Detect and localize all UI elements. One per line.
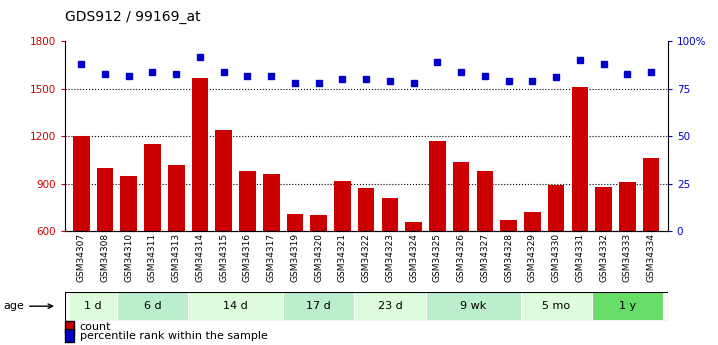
Text: GSM34316: GSM34316 (243, 233, 252, 282)
Text: GSM34321: GSM34321 (338, 233, 347, 282)
Bar (263, 174, 279, 326)
Text: 5 mo: 5 mo (542, 301, 570, 311)
Text: age: age (4, 301, 52, 311)
Text: GSM34334: GSM34334 (647, 233, 656, 282)
Text: 14 d: 14 d (223, 301, 248, 311)
Bar (168, 165, 185, 326)
Bar (524, 212, 541, 326)
Text: percentile rank within the sample: percentile rank within the sample (80, 331, 268, 341)
Bar (406, 221, 422, 326)
Bar (188, 292, 283, 320)
Text: GSM34326: GSM34326 (457, 233, 466, 282)
Text: GSM34315: GSM34315 (219, 233, 228, 282)
Text: GSM34307: GSM34307 (77, 233, 85, 282)
Bar (592, 292, 663, 320)
Text: GSM34330: GSM34330 (551, 233, 561, 282)
Bar (73, 136, 90, 326)
Bar (429, 141, 446, 326)
Text: GDS912 / 99169_at: GDS912 / 99169_at (65, 10, 200, 24)
Text: GSM34322: GSM34322 (362, 233, 370, 282)
Bar (239, 171, 256, 326)
Text: GSM34333: GSM34333 (623, 233, 632, 282)
Bar (117, 292, 188, 320)
Text: count: count (80, 322, 111, 332)
Text: GSM34332: GSM34332 (599, 233, 608, 282)
Bar (121, 176, 137, 326)
Text: GSM34323: GSM34323 (386, 233, 394, 282)
Text: 1 d: 1 d (84, 301, 102, 311)
Bar (310, 215, 327, 326)
Text: GSM34311: GSM34311 (148, 233, 157, 282)
Text: GSM34319: GSM34319 (291, 233, 299, 282)
Text: 1 y: 1 y (619, 301, 636, 311)
Bar (548, 185, 564, 326)
Text: GSM34313: GSM34313 (172, 233, 181, 282)
Text: GSM34327: GSM34327 (480, 233, 490, 282)
Text: GSM34314: GSM34314 (195, 233, 205, 282)
Bar (572, 87, 588, 326)
Text: GSM34320: GSM34320 (314, 233, 323, 282)
Bar (192, 78, 208, 326)
Bar (354, 292, 426, 320)
Text: GSM34331: GSM34331 (575, 233, 584, 282)
Bar (453, 161, 470, 326)
Text: 9 wk: 9 wk (460, 301, 486, 311)
Text: GSM34325: GSM34325 (433, 233, 442, 282)
Bar (643, 158, 659, 326)
Text: 23 d: 23 d (378, 301, 402, 311)
Bar (358, 188, 375, 326)
Bar (283, 292, 354, 320)
Bar (500, 220, 517, 326)
Bar (286, 214, 303, 326)
Text: GSM34329: GSM34329 (528, 233, 537, 282)
Bar (215, 130, 232, 326)
Bar (334, 180, 351, 326)
Bar (619, 182, 635, 326)
Bar (521, 292, 592, 320)
Text: GSM34310: GSM34310 (124, 233, 134, 282)
Bar (144, 144, 161, 326)
Bar (381, 198, 398, 326)
Bar (426, 292, 521, 320)
Bar (70, 292, 117, 320)
Text: GSM34317: GSM34317 (266, 233, 276, 282)
Text: GSM34324: GSM34324 (409, 233, 418, 282)
Text: 17 d: 17 d (307, 301, 331, 311)
Bar (477, 171, 493, 326)
Bar (97, 168, 113, 326)
Text: GSM34328: GSM34328 (504, 233, 513, 282)
Text: 6 d: 6 d (144, 301, 162, 311)
Text: GSM34308: GSM34308 (101, 233, 109, 282)
Bar (595, 187, 612, 326)
